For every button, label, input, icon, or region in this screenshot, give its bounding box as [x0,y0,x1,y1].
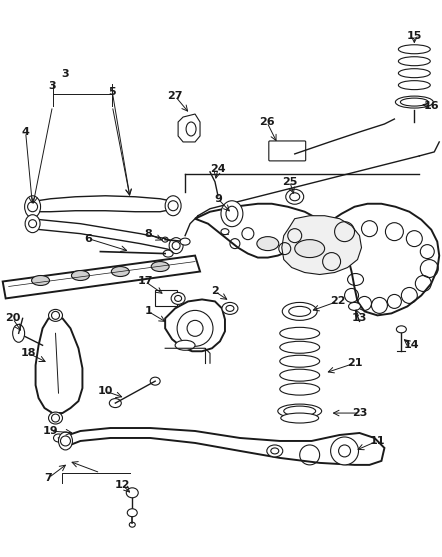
Text: 20: 20 [5,314,20,324]
Ellipse shape [221,201,243,227]
Ellipse shape [171,292,185,305]
Ellipse shape [221,229,229,234]
Ellipse shape [127,509,137,517]
Ellipse shape [280,355,320,367]
Ellipse shape [280,383,320,395]
Text: 10: 10 [98,386,113,396]
Text: 4: 4 [22,127,30,137]
Ellipse shape [398,57,430,66]
Ellipse shape [222,302,238,314]
Ellipse shape [25,196,41,218]
Ellipse shape [165,196,181,216]
Text: 13: 13 [352,314,367,324]
FancyBboxPatch shape [155,290,177,306]
Text: 9: 9 [214,194,222,204]
Ellipse shape [180,238,190,245]
Text: 17: 17 [137,276,153,286]
Text: 27: 27 [168,91,183,101]
Polygon shape [165,300,225,351]
Polygon shape [3,256,200,299]
Ellipse shape [13,324,25,343]
Ellipse shape [151,262,169,271]
Text: 25: 25 [282,177,297,187]
Ellipse shape [267,445,283,457]
Ellipse shape [281,413,319,423]
Text: 16: 16 [423,101,439,111]
Ellipse shape [280,328,320,339]
Ellipse shape [398,69,430,77]
Ellipse shape [278,404,322,418]
Text: 15: 15 [407,31,422,41]
Polygon shape [178,114,200,142]
Ellipse shape [280,369,320,381]
Text: 14: 14 [404,340,419,350]
Text: 19: 19 [43,426,58,436]
Ellipse shape [295,240,324,257]
Polygon shape [35,319,82,413]
Text: 26: 26 [259,117,274,127]
Ellipse shape [72,271,89,281]
Ellipse shape [282,302,317,320]
Text: 11: 11 [370,436,385,446]
Text: 24: 24 [210,164,226,174]
Polygon shape [282,216,362,275]
Text: 7: 7 [45,473,53,483]
Ellipse shape [286,189,304,204]
Text: 23: 23 [352,408,367,418]
Ellipse shape [398,81,430,90]
Ellipse shape [280,341,320,353]
Ellipse shape [396,96,433,108]
Ellipse shape [396,326,406,333]
Text: 1: 1 [145,306,152,316]
Ellipse shape [398,45,430,53]
FancyBboxPatch shape [269,141,306,161]
Text: 21: 21 [347,358,362,368]
Polygon shape [30,196,175,212]
Text: 12: 12 [114,480,130,490]
Text: 3: 3 [49,81,56,91]
Text: 2: 2 [211,286,219,296]
Ellipse shape [169,238,183,253]
Ellipse shape [58,432,72,450]
Text: 8: 8 [145,228,152,238]
Ellipse shape [111,267,129,276]
Text: 5: 5 [109,87,116,97]
Polygon shape [62,428,385,465]
Ellipse shape [257,237,279,251]
Text: 18: 18 [21,348,36,358]
Ellipse shape [126,488,138,498]
Ellipse shape [49,309,62,321]
Ellipse shape [31,276,50,286]
Text: 22: 22 [330,296,345,306]
Ellipse shape [49,412,62,424]
Polygon shape [30,219,178,252]
Text: 6: 6 [84,233,92,243]
Ellipse shape [349,302,361,310]
Circle shape [331,437,358,465]
Text: 3: 3 [62,69,69,79]
Ellipse shape [25,214,40,233]
Polygon shape [195,204,439,315]
Ellipse shape [175,340,195,350]
